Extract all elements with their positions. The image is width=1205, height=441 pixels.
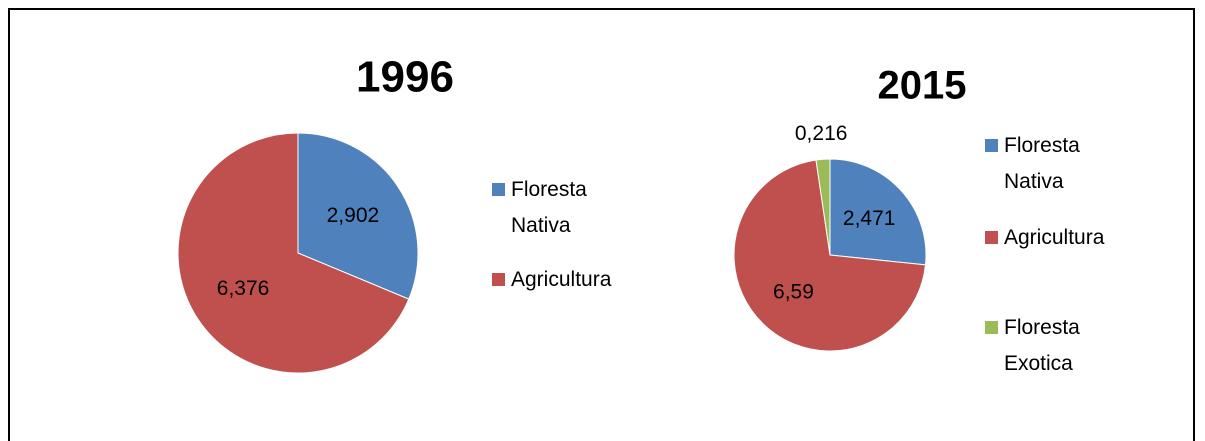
data-label: 6,59 xyxy=(773,281,814,304)
frame xyxy=(8,8,1195,441)
data-label: 2,902 xyxy=(327,204,380,227)
data-label: 0,216 xyxy=(795,122,848,145)
pie-slice xyxy=(177,132,410,374)
pie-slice xyxy=(815,158,831,256)
legend-swatch xyxy=(985,231,998,244)
chart-title: 2015 xyxy=(878,64,967,108)
legend-label: Floresta Exotica xyxy=(1004,316,1080,375)
pie-slice xyxy=(297,132,419,300)
legend-label: Floresta Nativa xyxy=(511,178,587,237)
pie-slice xyxy=(829,158,927,266)
legend-swatch xyxy=(492,273,505,286)
chart-title: 1996 xyxy=(356,53,454,102)
legend-label: Agricultura xyxy=(511,268,612,291)
legend-swatch xyxy=(985,139,998,152)
data-label: 2,471 xyxy=(843,207,896,230)
pie-slice xyxy=(733,159,927,352)
legend-swatch xyxy=(492,183,505,196)
legend-swatch xyxy=(985,321,998,334)
legend-label: Floresta Nativa xyxy=(1004,134,1080,193)
data-label: 6,376 xyxy=(217,277,270,300)
legend-label: Agricultura xyxy=(1004,226,1105,249)
